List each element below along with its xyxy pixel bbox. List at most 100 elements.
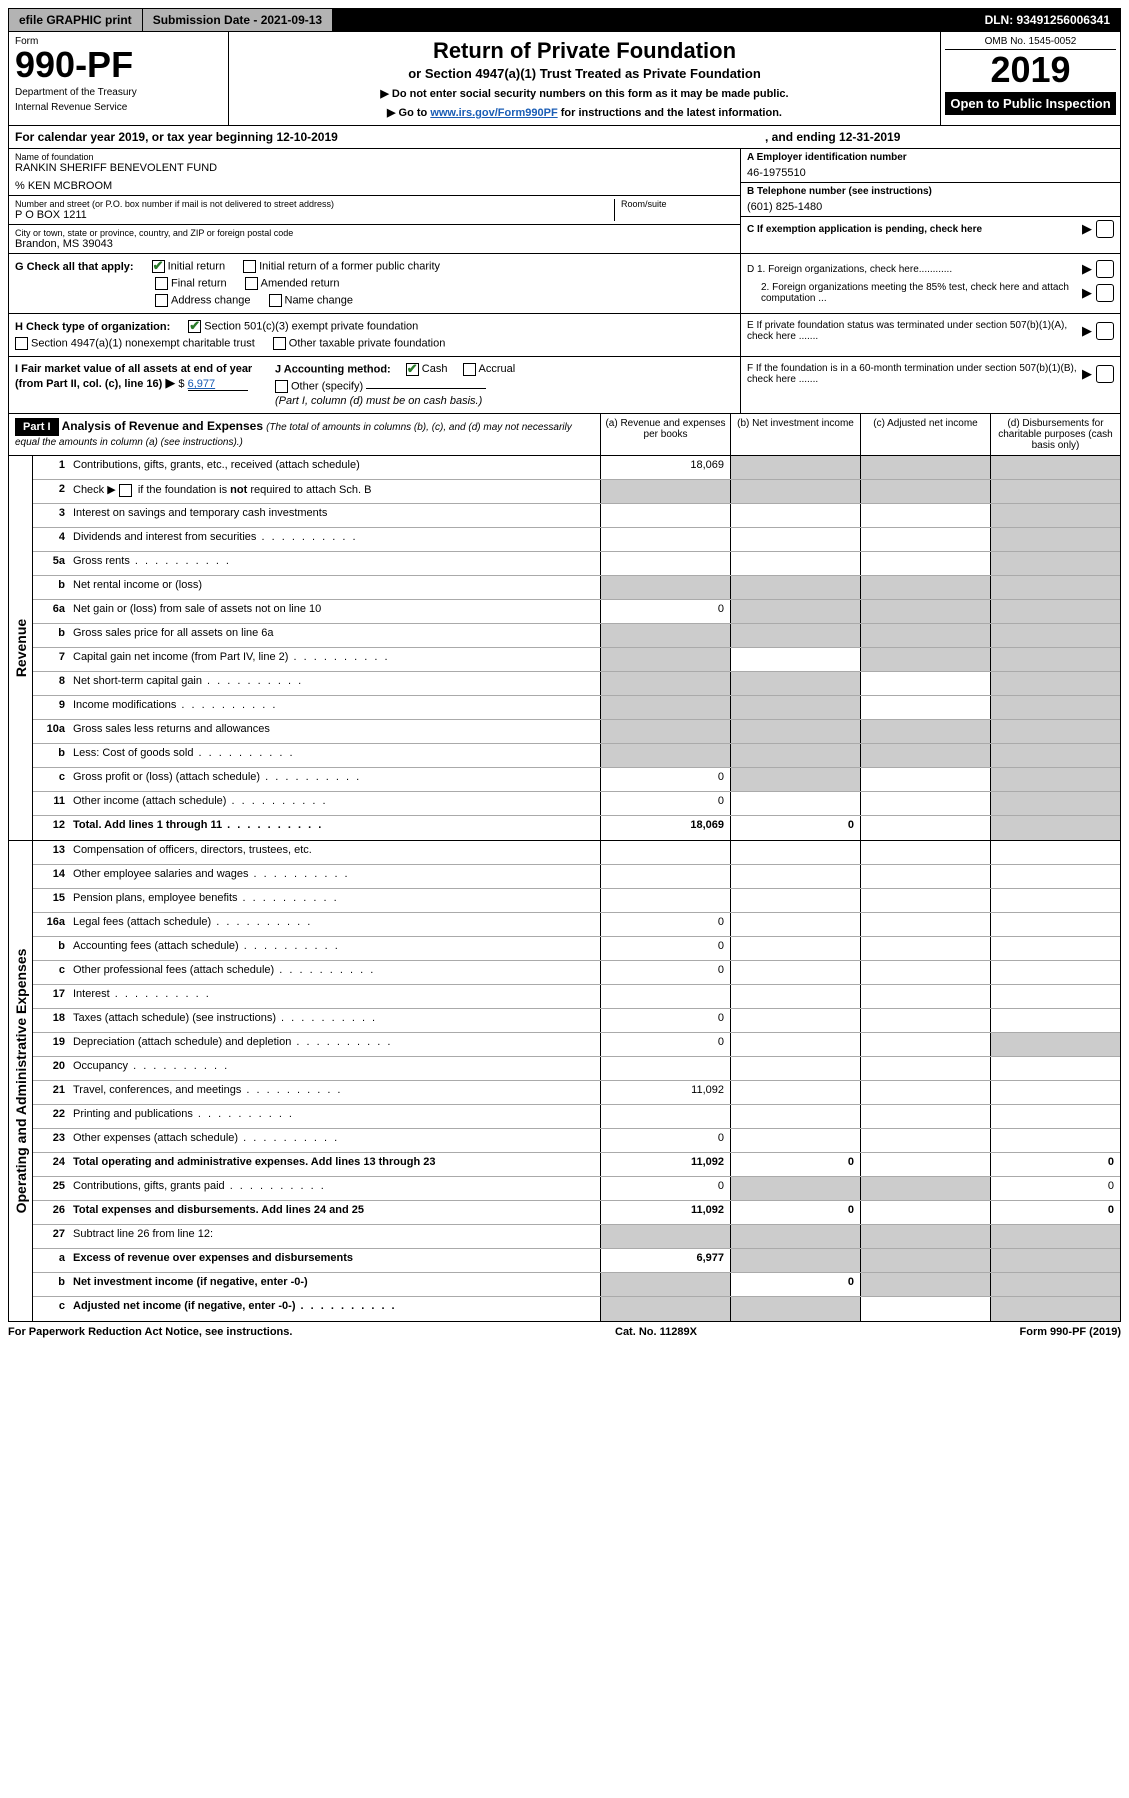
- final-return-label: Final return: [171, 277, 227, 289]
- j-note: (Part I, column (d) must be on cash basi…: [275, 395, 734, 407]
- d2-label: 2. Foreign organizations meeting the 85%…: [747, 282, 1082, 304]
- fmv-value[interactable]: 6,977: [188, 378, 248, 391]
- paperwork-notice: For Paperwork Reduction Act Notice, see …: [8, 1326, 292, 1338]
- d1-label: D 1. Foreign organizations, check here..…: [747, 264, 1082, 275]
- efile-print-button[interactable]: efile GRAPHIC print: [9, 9, 142, 31]
- phone-value: (601) 825-1480: [747, 201, 1114, 213]
- arrow-icon: ▶: [1082, 221, 1092, 237]
- note2-post: for instructions and the latest informat…: [558, 107, 782, 119]
- form-note-1: ▶ Do not enter social security numbers o…: [237, 87, 932, 100]
- exemption-pending-label: C If exemption application is pending, c…: [747, 224, 1082, 235]
- check-section-ij: I Fair market value of all assets at end…: [8, 357, 1121, 414]
- name-change-checkbox[interactable]: [269, 294, 282, 307]
- f-label: F If the foundation is in a 60-month ter…: [747, 363, 1082, 385]
- 501c3-label: Section 501(c)(3) exempt private foundat…: [204, 320, 418, 332]
- part1-header: Part I Analysis of Revenue and Expenses …: [8, 414, 1121, 456]
- accrual-checkbox[interactable]: [463, 363, 476, 376]
- 4947-label: Section 4947(a)(1) nonexempt charitable …: [31, 337, 255, 349]
- arrow-icon: ▶: [1082, 285, 1092, 301]
- submission-date: Submission Date - 2021-09-13: [143, 9, 332, 31]
- expenses-section: Operating and Administrative Expenses 13…: [8, 841, 1121, 1322]
- dln-label: DLN: 93491256006341: [975, 9, 1120, 31]
- col-c-header: (c) Adjusted net income: [860, 414, 990, 455]
- col-a-header: (a) Revenue and expenses per books: [600, 414, 730, 455]
- arrow-icon: ▶: [1082, 366, 1092, 382]
- revenue-side-label: Revenue: [9, 456, 33, 840]
- foundation-name: RANKIN SHERIFF BENEVOLENT FUND: [15, 162, 734, 174]
- g-label: G Check all that apply:: [15, 261, 134, 273]
- col-b-header: (b) Net investment income: [730, 414, 860, 455]
- address-label: Number and street (or P.O. box number if…: [15, 199, 614, 209]
- check-section-g: G Check all that apply: Initial return I…: [8, 254, 1121, 314]
- calendar-begin: For calendar year 2019, or tax year begi…: [15, 130, 338, 144]
- name-change-label: Name change: [285, 294, 354, 306]
- col-d-header: (d) Disbursements for charitable purpose…: [990, 414, 1120, 455]
- form-year-block: OMB No. 1545-0052 2019 Open to Public In…: [940, 32, 1120, 125]
- f-checkbox[interactable]: [1096, 365, 1114, 383]
- check-section-h: H Check type of organization: Section 50…: [8, 314, 1121, 357]
- form-title-block: Return of Private Foundation or Section …: [229, 32, 940, 125]
- cat-number: Cat. No. 11289X: [615, 1326, 697, 1338]
- other-method-checkbox[interactable]: [275, 380, 288, 393]
- address-change-label: Address change: [171, 294, 251, 306]
- care-of: % KEN MCBROOM: [15, 180, 734, 192]
- sch-b-checkbox[interactable]: [119, 484, 132, 497]
- exemption-checkbox[interactable]: [1096, 220, 1114, 238]
- initial-former-label: Initial return of a former public charit…: [259, 260, 440, 272]
- part1-label: Part I: [15, 418, 59, 436]
- city: Brandon, MS 39043: [15, 238, 734, 250]
- form-subtitle: or Section 4947(a)(1) Trust Treated as P…: [237, 66, 932, 81]
- tax-year: 2019: [945, 50, 1116, 90]
- part1-title: Analysis of Revenue and Expenses: [62, 419, 263, 433]
- other-taxable-checkbox[interactable]: [273, 337, 286, 350]
- foundation-name-label: Name of foundation: [15, 152, 734, 162]
- form-title: Return of Private Foundation: [237, 38, 932, 64]
- entity-info: Name of foundation RANKIN SHERIFF BENEVO…: [8, 149, 1121, 254]
- city-label: City or town, state or province, country…: [15, 228, 734, 238]
- calendar-end: , and ending 12-31-2019: [765, 130, 900, 144]
- initial-return-label: Initial return: [168, 260, 225, 272]
- instructions-link[interactable]: www.irs.gov/Form990PF: [430, 107, 557, 119]
- phone-label: B Telephone number (see instructions): [747, 186, 1114, 197]
- initial-return-checkbox[interactable]: [152, 260, 165, 273]
- d2-checkbox[interactable]: [1096, 284, 1114, 302]
- spacer: [333, 9, 973, 31]
- dept-treasury: Department of the Treasury: [15, 87, 222, 98]
- initial-former-checkbox[interactable]: [243, 260, 256, 273]
- form-ref: Form 990-PF (2019): [1020, 1326, 1121, 1338]
- arrow-icon: ▶: [1082, 323, 1092, 339]
- address-change-checkbox[interactable]: [155, 294, 168, 307]
- expenses-side-label: Operating and Administrative Expenses: [9, 841, 33, 1321]
- amended-return-checkbox[interactable]: [245, 277, 258, 290]
- cash-checkbox[interactable]: [406, 363, 419, 376]
- cash-label: Cash: [422, 363, 448, 375]
- h-label: H Check type of organization:: [15, 321, 170, 333]
- final-return-checkbox[interactable]: [155, 277, 168, 290]
- address: P O BOX 1211: [15, 209, 614, 221]
- other-method-label: Other (specify): [291, 380, 363, 392]
- d1-checkbox[interactable]: [1096, 260, 1114, 278]
- other-taxable-label: Other taxable private foundation: [289, 337, 446, 349]
- arrow-icon: ▶: [1082, 261, 1092, 277]
- omb-number: OMB No. 1545-0052: [945, 36, 1116, 50]
- form-id-block: Form 990-PF Department of the Treasury I…: [9, 32, 229, 125]
- e-label: E If private foundation status was termi…: [747, 320, 1082, 342]
- top-bar: efile GRAPHIC print Submission Date - 20…: [8, 8, 1121, 32]
- form-header: Form 990-PF Department of the Treasury I…: [8, 32, 1121, 126]
- 4947-checkbox[interactable]: [15, 337, 28, 350]
- calendar-year-row: For calendar year 2019, or tax year begi…: [8, 126, 1121, 149]
- 501c3-checkbox[interactable]: [188, 320, 201, 333]
- open-public-badge: Open to Public Inspection: [945, 92, 1116, 115]
- note2-pre: ▶ Go to: [387, 107, 430, 119]
- page-footer: For Paperwork Reduction Act Notice, see …: [8, 1322, 1121, 1342]
- e-checkbox[interactable]: [1096, 322, 1114, 340]
- room-label: Room/suite: [621, 199, 734, 209]
- form-note-2: ▶ Go to www.irs.gov/Form990PF for instru…: [237, 106, 932, 119]
- ein-label: A Employer identification number: [747, 152, 1114, 163]
- revenue-section: Revenue 1Contributions, gifts, grants, e…: [8, 456, 1121, 841]
- ein-value: 46-1975510: [747, 167, 1114, 179]
- amended-return-label: Amended return: [261, 277, 340, 289]
- form-number: 990-PF: [15, 47, 222, 83]
- dept-irs: Internal Revenue Service: [15, 102, 222, 113]
- j-label: J Accounting method:: [275, 363, 391, 375]
